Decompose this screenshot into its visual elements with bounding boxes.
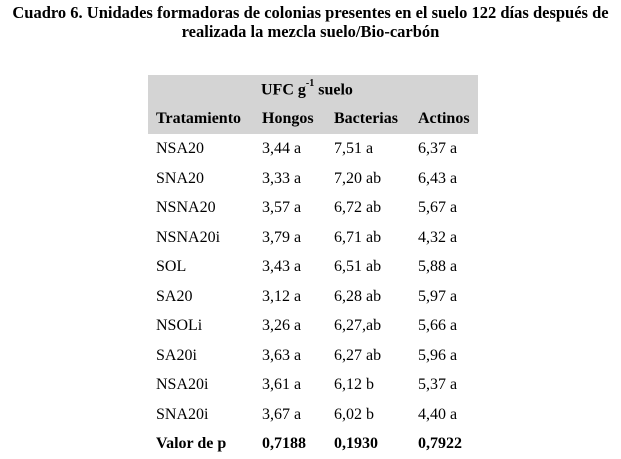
cell-actinos: 5,96 a xyxy=(418,346,458,364)
cell-actinos: 5,88 a xyxy=(418,258,458,275)
table-row: SNA20 3,33 a 7,20 ab 6,43 a xyxy=(148,164,478,194)
cell-actinos: 5,66 a xyxy=(418,317,458,334)
caption-line-1: Cuadro 6. Unidades formadoras de colonia… xyxy=(12,3,609,22)
cell-tratamiento: NSNA20i xyxy=(156,228,221,246)
table-row: SA20 3,12 a 6,28 ab 5,97 a xyxy=(148,282,478,312)
table-row: NSA20i 3,61 a 6,12 b 5,37 a xyxy=(148,370,478,400)
cell-tratamiento: SA20i xyxy=(156,346,197,364)
table-row: NSNA20 3,57 a 6,72 ab 5,67 a xyxy=(148,193,478,223)
cell-bacterias: 6,51 ab xyxy=(334,258,382,275)
p-value-label: Valor de p xyxy=(156,435,227,452)
cell-hongos: 3,12 a xyxy=(262,287,302,305)
cell-bacterias: 6,27 ab xyxy=(334,346,382,364)
group-header-row: UFC g-1 suelo xyxy=(148,75,478,104)
caption-line-2: realizada la mezcla suelo/Bio-carbón xyxy=(181,22,440,41)
cell-actinos: 5,67 a xyxy=(418,199,458,216)
cell-hongos: 3,79 a xyxy=(262,228,302,246)
cell-hongos: 3,33 a xyxy=(262,169,302,187)
cell-tratamiento: SNA20i xyxy=(156,405,209,423)
cell-tratamiento: NSNA20 xyxy=(156,199,216,216)
column-header-actinos: Actinos xyxy=(418,110,470,127)
cell-bacterias: 7,51 a xyxy=(334,140,374,157)
p-value-hongos: 0,7188 xyxy=(262,435,306,452)
cell-tratamiento: NSA20 xyxy=(156,140,205,157)
cell-hongos: 3,43 a xyxy=(262,258,302,275)
column-header-hongos: Hongos xyxy=(262,110,314,127)
cell-actinos: 6,43 a xyxy=(418,169,458,187)
table-row: NSA20 3,44 a 7,51 a 6,37 a xyxy=(148,134,478,164)
table-row: NSNA20i 3,79 a 6,71 ab 4,32 a xyxy=(148,223,478,253)
cell-hongos: 3,44 a xyxy=(262,140,302,157)
cell-tratamiento: SOL xyxy=(156,258,187,275)
cell-bacterias: 6,28 ab xyxy=(334,287,382,305)
p-value-bacterias: 0,1930 xyxy=(334,435,378,452)
cell-hongos: 3,57 a xyxy=(262,199,302,216)
cell-bacterias: 6,27,ab xyxy=(334,317,382,334)
cell-actinos: 4,32 a xyxy=(418,228,458,246)
cell-hongos: 3,67 a xyxy=(262,405,302,423)
cell-actinos: 4,40 a xyxy=(418,405,458,423)
cell-hongos: 3,63 a xyxy=(262,346,302,364)
cell-bacterias: 6,71 ab xyxy=(334,228,382,246)
column-header-tratamiento: Tratamiento xyxy=(156,110,242,127)
table-row: SOL 3,43 a 6,51 ab 5,88 a xyxy=(148,252,478,282)
cell-bacterias: 6,12 b xyxy=(334,376,374,393)
p-value-actinos: 0,7922 xyxy=(418,435,462,452)
cell-tratamiento: NSA20i xyxy=(156,376,209,393)
cell-bacterias: 6,02 b xyxy=(334,405,374,423)
cell-tratamiento: SA20 xyxy=(156,287,193,305)
cell-actinos: 5,37 a xyxy=(418,376,458,393)
cell-tratamiento: SNA20 xyxy=(156,169,205,187)
cell-hongos: 3,26 a xyxy=(262,317,302,334)
column-header-bacterias: Bacterias xyxy=(334,110,398,127)
group-header-label: UFC g-1 suelo xyxy=(261,78,353,99)
cell-actinos: 6,37 a xyxy=(418,140,458,157)
cell-hongos: 3,61 a xyxy=(262,376,302,393)
table-body: NSA20 3,44 a 7,51 a 6,37 a SNA20 3,33 a … xyxy=(148,134,478,459)
table-caption: Cuadro 6. Unidades formadoras de colonia… xyxy=(0,3,621,41)
cell-tratamiento: NSOLi xyxy=(156,317,203,334)
table-row: NSOLi 3,26 a 6,27,ab 5,66 a xyxy=(148,311,478,341)
p-value-row: Valor de p 0,7188 0,1930 0,7922 xyxy=(148,429,478,459)
ufc-table: UFC g-1 suelo Tratamiento Hongos Bacteri… xyxy=(148,75,478,459)
cell-bacterias: 6,72 ab xyxy=(334,199,382,216)
table-row: SA20i 3,63 a 6,27 ab 5,96 a xyxy=(148,341,478,371)
column-header-row: Tratamiento Hongos Bacterias Actinos xyxy=(148,104,478,134)
table-row: SNA20i 3,67 a 6,02 b 4,40 a xyxy=(148,400,478,430)
cell-bacterias: 7,20 ab xyxy=(334,169,382,187)
table-header: UFC g-1 suelo Tratamiento Hongos Bacteri… xyxy=(148,75,478,134)
cell-actinos: 5,97 a xyxy=(418,287,458,305)
group-header-exponent: -1 xyxy=(305,78,315,89)
group-header-suffix: suelo xyxy=(314,81,353,99)
group-header-prefix: UFC g xyxy=(261,81,306,99)
